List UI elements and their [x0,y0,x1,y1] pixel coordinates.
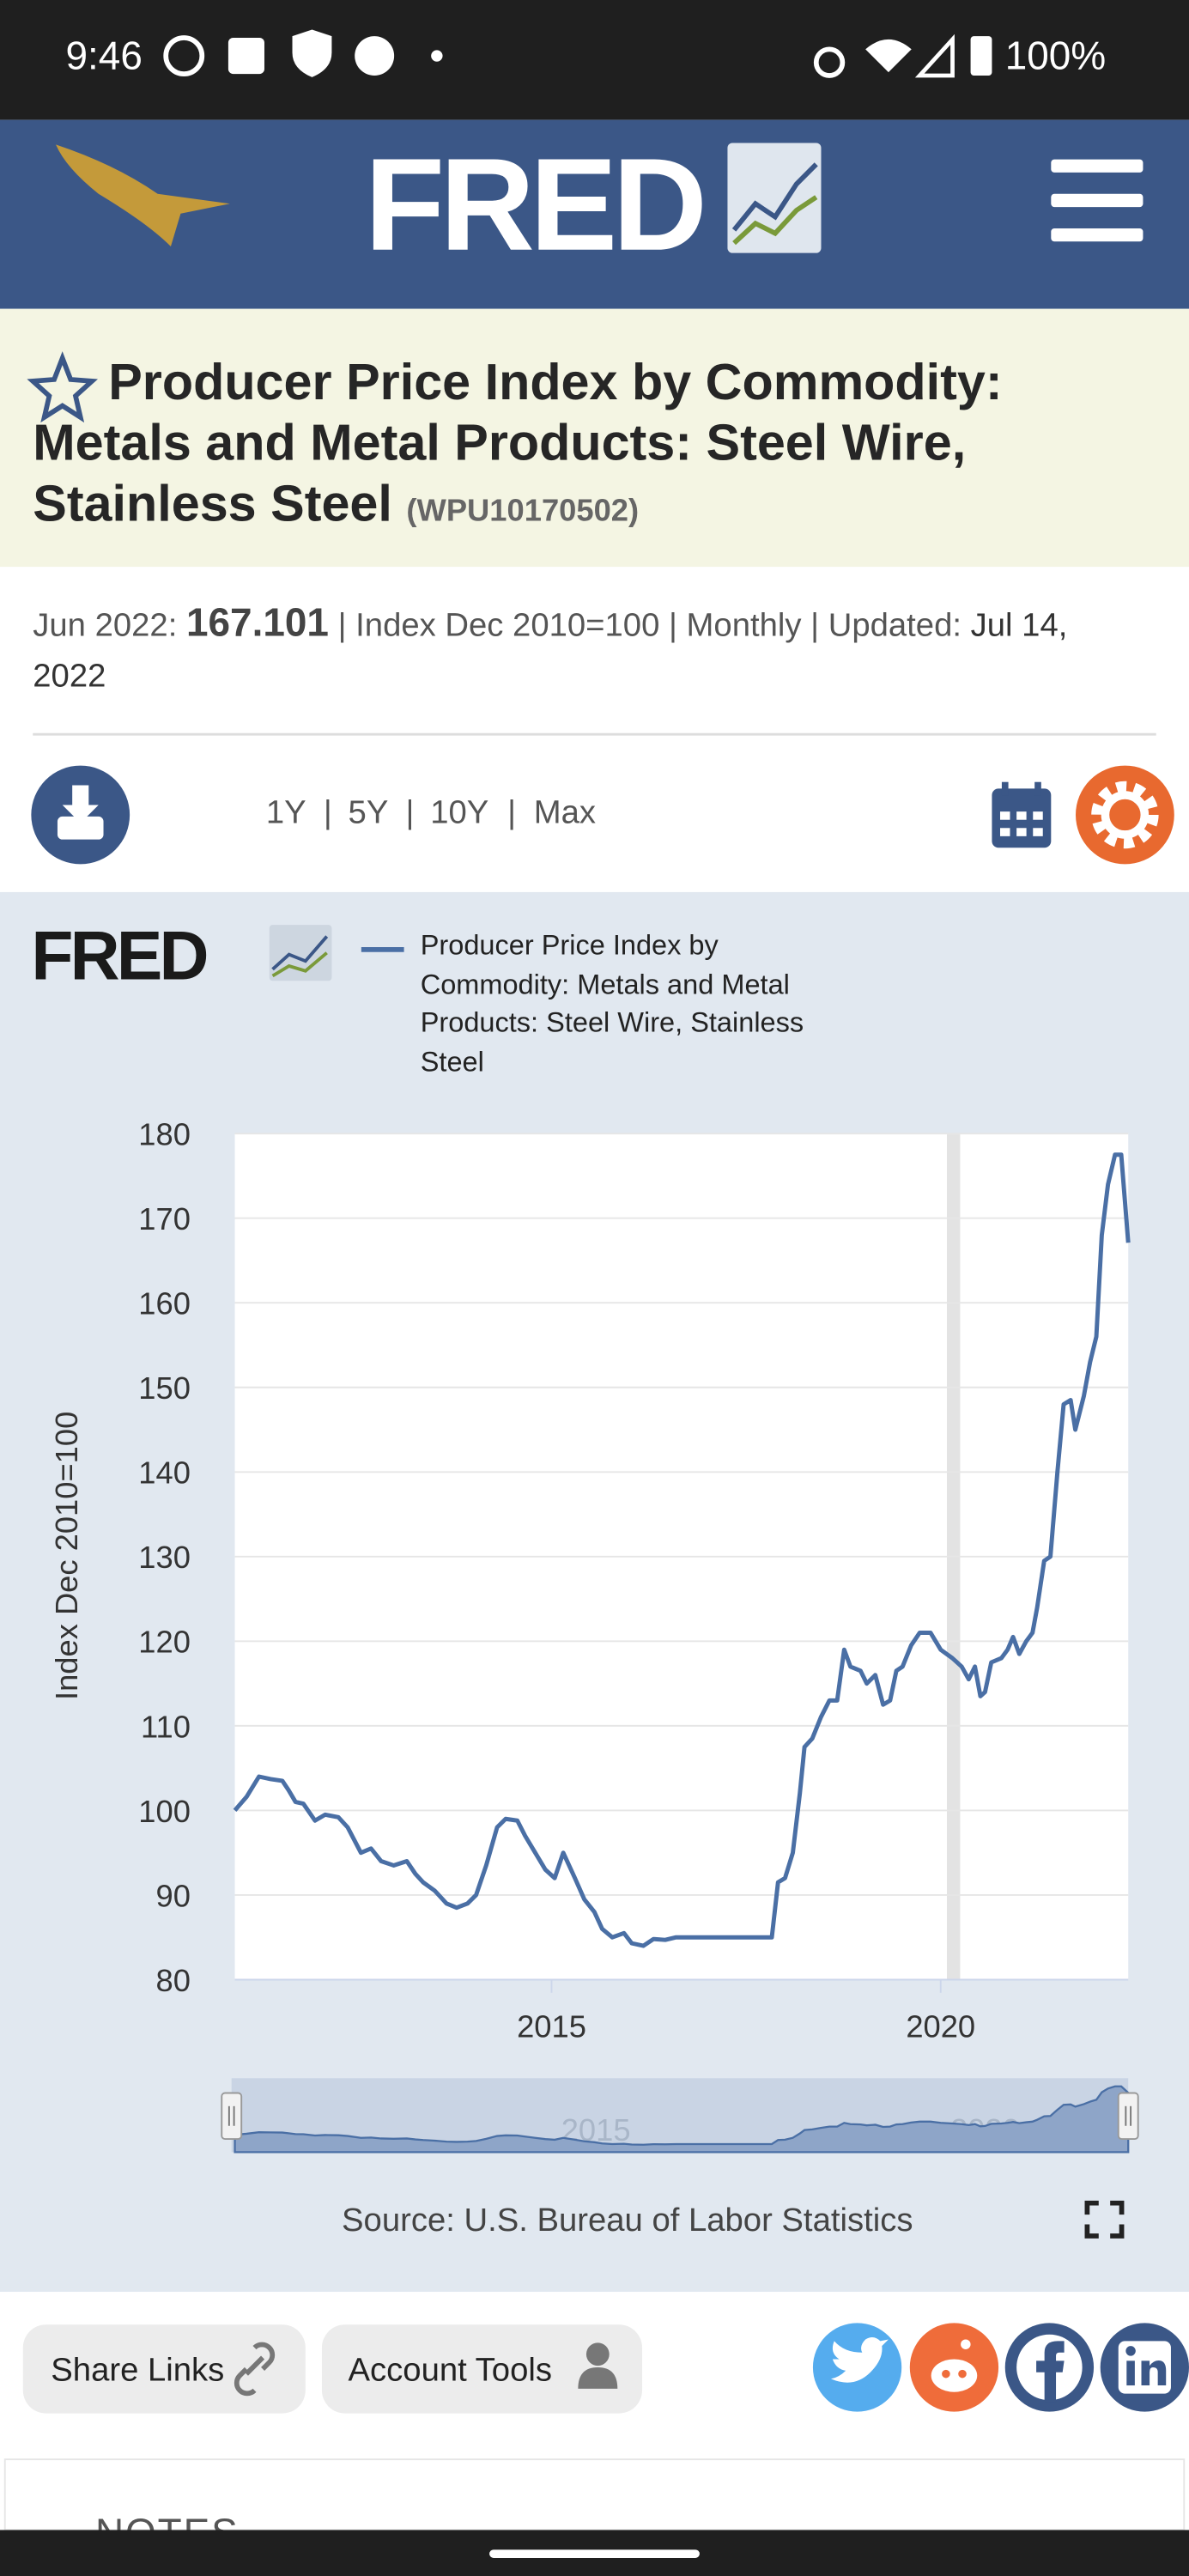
navigator-handle[interactable] [1117,2092,1139,2141]
chart-logo-graph [269,925,332,981]
user-icon [578,2342,618,2389]
status-icons [163,29,992,78]
y-tick-label: 120 [138,1625,191,1660]
title-line: Metals and Metal Products: Steel Wire, [33,414,967,472]
header [0,119,1189,309]
series-line [233,1152,1131,1948]
navigator-area [234,2085,1130,2154]
range-button[interactable]: Max [534,794,596,831]
title: Producer Price Index by Commodity: Metal… [33,351,1166,542]
favorite-star[interactable] [27,351,99,423]
meta: Jun 2022: 167.101 | Index Dec 2010=100 |… [33,598,1166,702]
status-time: 9:46 [66,33,143,77]
meta-updated: 2022 [33,659,106,696]
range-button[interactable]: 5Y [349,794,389,831]
range-separator: | [324,794,332,831]
status-battery: 100% [1005,33,1106,77]
range-separator: | [406,794,415,831]
y-tick-label: 100 [138,1794,191,1829]
link-icon [234,2342,276,2397]
home-indicator[interactable] [489,2549,700,2558]
title-fo: Producer Price Index by Commodity: Metal… [33,351,1166,542]
chart-logo: FRED [31,917,206,994]
navigator-handle[interactable] [221,2092,243,2141]
y-tick-label: 180 [138,1117,191,1152]
linkedin-button[interactable] [1100,2323,1189,2412]
title-line: Stainless Steel [33,474,392,532]
account-label: Account Tools [349,2351,552,2388]
meta-updated: Jul 14, [970,607,1068,644]
meta-fo: Jun 2022: 167.101 | Index Dec 2010=100 |… [33,598,1166,702]
range-button[interactable]: 10Y [430,794,488,831]
meta-value: 167.101 [185,601,329,646]
range-button[interactable]: 1Y [266,794,306,831]
calendar-button[interactable] [992,781,1052,848]
eagle-logo [56,144,230,246]
y-tick-label: 80 [155,1963,190,1998]
range-separator: | [507,794,516,831]
facebook-button[interactable] [1004,2323,1095,2412]
range-buttons: 1Y | 5Y | 10Y | Max [266,794,596,831]
fred-logo: FRED [365,131,703,278]
legend-entry: Producer Price Index by Commodity: Metal… [420,929,804,1078]
y-tick-label: 160 [138,1286,191,1321]
title-panel [0,308,1189,568]
y-tick-label: 170 [138,1201,191,1236]
x-tick-label: 2015 [517,2008,586,2044]
share-button[interactable] [22,2324,306,2414]
y-axis-label: Index Dec 2010=100 [49,1412,84,1700]
settings-button[interactable] [1076,765,1174,865]
twitter-button[interactable] [812,2323,902,2412]
series-id: (WPU10170502) [406,494,640,530]
menu-button[interactable] [1051,159,1144,242]
title-line: Producer Price Index by Commodity: [108,353,1003,411]
meta-date: Jun 2022: [33,607,178,644]
download-button[interactable] [31,765,130,865]
meta-details: | Index Dec 2010=100 | Monthly | Updated… [337,607,962,644]
legend-fo: Producer Price Index by Commodity: Metal… [420,929,804,1078]
y-tick-label: 140 [138,1455,191,1491]
source: Source: U.S. Bureau of Labor Statistics [342,2202,913,2239]
x-tick-label: 2020 [906,2008,975,2044]
share-label: Share Links [51,2351,224,2388]
plot: 80 90 100 110 120 130 140 150 160 170 180 2015 2020 [138,1117,1131,2044]
y-tick-label: 130 [138,1540,191,1575]
fullscreen-button[interactable] [1084,2200,1125,2239]
y-tick-label: 90 [155,1878,190,1913]
account-button[interactable] [321,2324,642,2414]
y-tick-label: 150 [138,1370,191,1406]
fred-logo-graph [727,143,822,253]
reddit-button[interactable] [909,2323,999,2412]
y-tick-label: 110 [141,1709,191,1744]
